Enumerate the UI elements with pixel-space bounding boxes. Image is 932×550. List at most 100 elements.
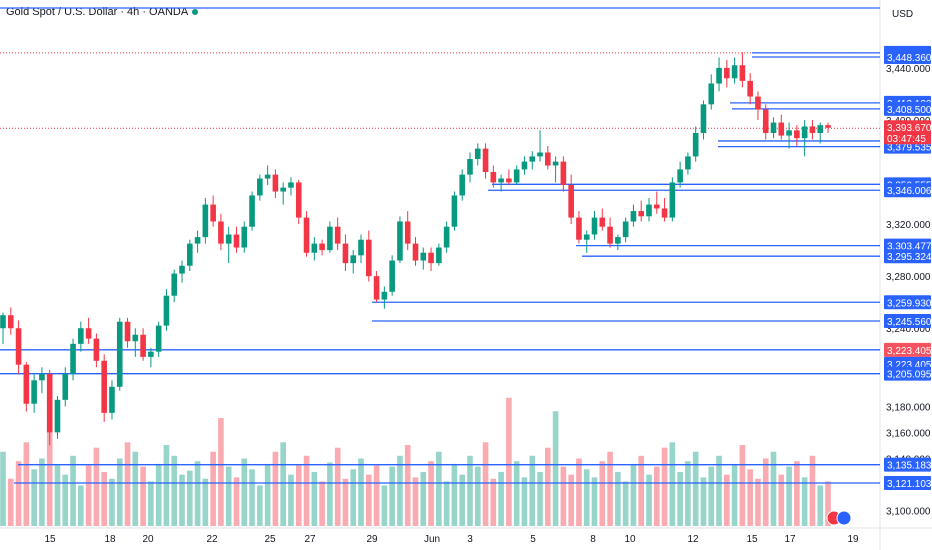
candle-body	[459, 174, 465, 196]
candle-body	[218, 221, 224, 244]
volume-bar	[809, 455, 816, 526]
price-level-tag-bg	[884, 366, 931, 381]
candle-body	[194, 237, 201, 244]
candle-body	[0, 315, 6, 329]
price-tick-label: 3,180.000	[886, 402, 931, 413]
candle-body	[148, 351, 154, 357]
volume-bar	[661, 447, 668, 526]
time-tick-label: 15	[44, 534, 56, 545]
candle-body	[327, 226, 333, 251]
candle-body	[311, 243, 318, 253]
volume-bar	[420, 472, 427, 526]
price-tick-label: 3,160.000	[886, 428, 931, 439]
countdown-label: 03:47:45	[887, 134, 926, 145]
candle-body	[46, 373, 53, 433]
candle-body	[591, 217, 598, 235]
candle-body	[78, 328, 84, 344]
volume-bar	[747, 469, 753, 526]
price-level-tag-bg	[884, 342, 931, 357]
candle-body	[490, 172, 497, 183]
volume-bar	[825, 481, 831, 526]
price-level-tag-bg	[884, 238, 931, 253]
volume-bar	[436, 451, 442, 526]
volume-bar	[545, 447, 551, 526]
price-level-tag-bg	[884, 249, 931, 264]
volume-bar	[225, 466, 232, 526]
price-level-tag: 3,245.560	[884, 313, 932, 328]
candle-body	[786, 130, 792, 136]
volume-bar	[31, 469, 37, 526]
price-tick-label: 3,320.000	[886, 220, 931, 231]
candle-body	[809, 126, 816, 133]
volume-bar	[140, 466, 146, 526]
time-tick-label: 5	[530, 534, 536, 545]
volume-bar	[0, 451, 6, 526]
price-level-tag-label: 3,303.477	[887, 242, 932, 253]
candle-body	[202, 204, 209, 238]
candle-body	[436, 247, 442, 264]
volume-bar	[70, 455, 76, 526]
volume-bar	[397, 455, 403, 526]
chart-title: Gold Spot / U.S. Dollar · 4h · OANDA	[6, 6, 199, 18]
candle-body	[669, 182, 676, 218]
candle-body	[373, 276, 380, 300]
volume-bar	[295, 465, 302, 526]
volume-bar	[716, 455, 722, 526]
volume-bar	[171, 455, 178, 526]
time-tick-label: 22	[206, 534, 218, 545]
candle-body	[467, 159, 473, 175]
time-tick-label: 19	[847, 534, 859, 545]
price-level-tag-label: 3,448.360	[887, 53, 932, 64]
volume-bar	[233, 477, 240, 526]
volume-bar	[389, 466, 395, 526]
volume-bar	[319, 481, 325, 526]
candle-body	[474, 148, 481, 160]
volume-bar	[817, 485, 824, 526]
candle-body	[93, 338, 100, 361]
volume-bar	[264, 463, 271, 526]
price-level-tag-label: 3,379.535	[887, 143, 932, 154]
candle-body	[653, 204, 660, 209]
volume-bar	[327, 462, 333, 526]
volume-bar	[78, 485, 84, 526]
candle-body	[233, 234, 240, 248]
volume-bar	[366, 474, 372, 526]
volume-bar	[560, 466, 567, 526]
volume-bar	[280, 442, 286, 526]
candle-body	[607, 226, 613, 244]
volume-bar	[412, 477, 419, 526]
volume-bar	[116, 458, 123, 526]
candle-body	[15, 328, 22, 365]
candle-body	[397, 221, 403, 261]
volume-bar	[552, 411, 559, 526]
candle-body	[537, 152, 543, 157]
candle-body	[404, 221, 411, 244]
price-level-tag-bg	[884, 295, 931, 310]
candle-body	[825, 125, 831, 128]
volume-bar	[778, 474, 785, 526]
candle-body	[498, 178, 504, 183]
volume-bar	[428, 461, 434, 526]
volume-bar	[576, 458, 582, 526]
price-level-tag-label: 3,205.095	[887, 370, 932, 381]
candle-body	[210, 204, 216, 222]
volume-bar	[451, 463, 458, 526]
volume-bar	[506, 397, 512, 526]
volume-bar	[770, 451, 777, 526]
volume-bar	[498, 472, 504, 526]
candle-body	[560, 161, 567, 186]
candle-body	[163, 295, 170, 326]
volume-bar	[109, 478, 115, 526]
volume-bar	[358, 458, 364, 526]
candle-body	[646, 204, 652, 217]
price-level-tag: 3,205.095	[884, 366, 932, 381]
candle-body	[545, 152, 551, 166]
volume-bar	[653, 466, 660, 526]
volume-bar	[669, 442, 676, 526]
volume-bar	[241, 458, 248, 526]
time-tick-label: 15	[746, 534, 758, 545]
volume-bar	[373, 465, 380, 526]
candle-body	[257, 178, 263, 196]
